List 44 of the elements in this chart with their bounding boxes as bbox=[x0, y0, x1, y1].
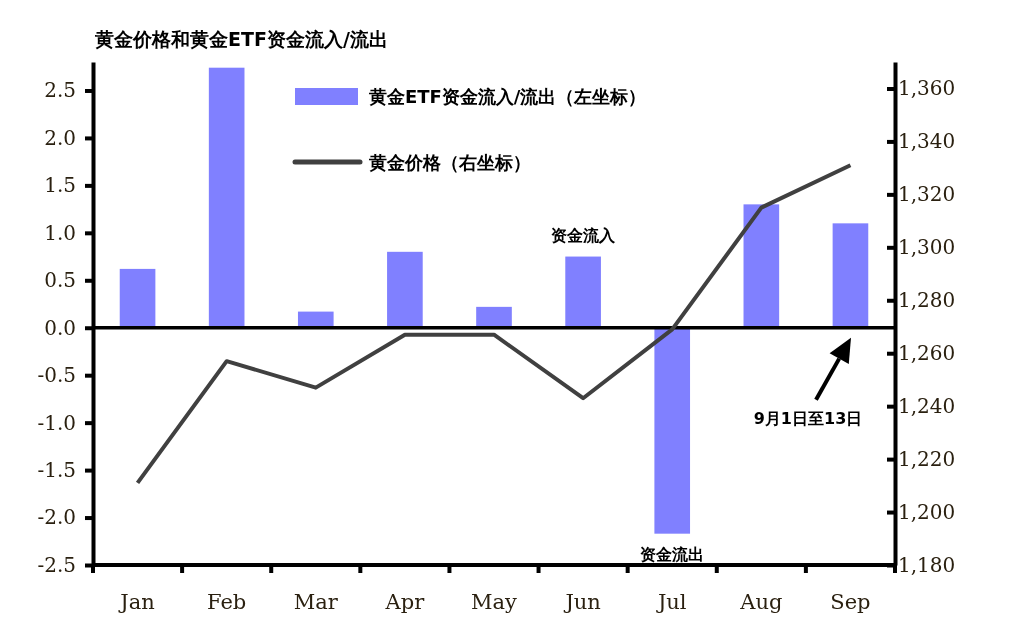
x-tick-label: Apr bbox=[384, 590, 426, 614]
y-tick-label: 0.0 bbox=[44, 315, 76, 340]
y-tick-label: -2.5 bbox=[37, 552, 76, 577]
bar bbox=[654, 327, 691, 534]
annotation: 资金流入 bbox=[551, 225, 617, 245]
y-tick-label: 2.0 bbox=[44, 125, 76, 150]
y2-tick-label: 1,340 bbox=[898, 129, 956, 154]
bar bbox=[119, 268, 156, 328]
x-tick-label: May bbox=[471, 590, 518, 614]
bar bbox=[743, 204, 780, 328]
y-tick-label: -1.5 bbox=[37, 457, 76, 482]
y2-tick-label: 1,240 bbox=[898, 394, 956, 419]
y2-tick-label: 1,360 bbox=[898, 76, 956, 101]
y-tick-label: 2.5 bbox=[44, 78, 76, 103]
y-tick-label: 1.5 bbox=[44, 173, 76, 198]
y2-tick-label: 1,200 bbox=[898, 499, 956, 524]
y-tick-label: 0.5 bbox=[44, 268, 76, 293]
bar bbox=[565, 256, 601, 328]
y2-tick-label: 1,220 bbox=[898, 447, 956, 472]
x-tick-label: Mar bbox=[293, 590, 339, 614]
annotation: 9月1日至13日 bbox=[753, 408, 863, 428]
y2-tick-label: 1,280 bbox=[898, 288, 956, 313]
x-tick-label: Sep bbox=[830, 590, 871, 614]
x-tick-label: Feb bbox=[207, 590, 247, 614]
y2-tick-label: 1,180 bbox=[898, 552, 956, 577]
legend-label: 黄金价格（右坐标） bbox=[368, 152, 531, 173]
annotation: 资金流出 bbox=[640, 544, 705, 564]
y-tick-label: -2.0 bbox=[37, 505, 76, 530]
x-tick-label: Aug bbox=[739, 590, 783, 614]
x-tick-label: Jun bbox=[563, 590, 601, 614]
bar bbox=[476, 306, 512, 328]
bar bbox=[832, 223, 869, 328]
legend-label: 黄金ETF资金流入/流出（左坐标） bbox=[368, 86, 647, 107]
chart-title: 黄金价格和黄金ETF资金流入/流出 bbox=[94, 28, 388, 50]
bar bbox=[387, 251, 423, 328]
y2-tick-label: 1,300 bbox=[898, 235, 956, 260]
x-tick-label: Jan bbox=[118, 590, 155, 614]
y-tick-label: -0.5 bbox=[37, 363, 76, 388]
y-tick-label: 1.0 bbox=[44, 220, 76, 245]
y2-tick-label: 1,320 bbox=[898, 182, 956, 207]
y2-tick-label: 1,260 bbox=[898, 341, 956, 366]
x-tick-label: Jul bbox=[655, 590, 687, 614]
bar bbox=[208, 67, 245, 328]
y-tick-label: -1.0 bbox=[37, 410, 76, 435]
